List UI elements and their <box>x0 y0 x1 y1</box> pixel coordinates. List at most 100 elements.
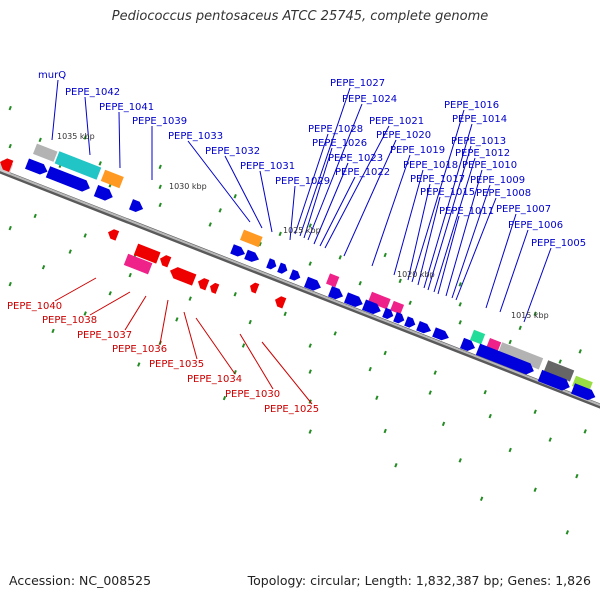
gene-label-forward: PEPE_1006 <box>508 220 563 231</box>
forward-gene <box>404 316 416 328</box>
tick-mark <box>398 278 402 284</box>
leader-line <box>187 140 251 223</box>
forward-gene-shape <box>343 292 363 308</box>
forward-gene-shape <box>416 321 432 334</box>
gene-label-forward: PEPE_1027 <box>330 78 385 89</box>
forward-gene <box>432 327 449 341</box>
forward-gene-shape <box>404 316 416 328</box>
gene-features <box>0 143 596 401</box>
tick-mark <box>458 282 462 287</box>
tick-mark <box>98 161 102 166</box>
gene-label-reverse: PEPE_1035 <box>149 359 204 370</box>
gene-label-forward: PEPE_1042 <box>65 87 120 98</box>
tick-mark <box>533 311 537 316</box>
forward-gene-shape <box>570 383 596 401</box>
scale-label: 1030 kbp <box>169 182 207 191</box>
tick-mark <box>488 413 492 419</box>
tick-mark <box>458 302 462 307</box>
scale-labels: 1035 kbp 1030 kbp 1025 kbp 1020 kbp 1015 kbp <box>57 132 549 320</box>
forward-gene <box>277 262 288 274</box>
tick-mark <box>248 319 252 325</box>
tick-mark <box>8 105 12 111</box>
leader-line <box>159 299 169 345</box>
gene-label-forward: PEPE_1015 <box>420 187 475 198</box>
forward-gene-shape <box>432 327 449 341</box>
tick-mark <box>548 437 552 442</box>
gene-label-forward: PEPE_1012 <box>455 148 510 159</box>
forward-gene-shape <box>303 276 321 291</box>
leader-line <box>324 125 390 249</box>
leader-line <box>118 111 121 169</box>
tick-mark <box>41 264 46 270</box>
tick-mark <box>578 349 582 354</box>
tick-mark <box>375 395 379 400</box>
gene-box <box>100 169 124 189</box>
gene-label-forward: PEPE_1039 <box>132 116 187 127</box>
leader-line <box>423 123 473 289</box>
leader-line <box>313 162 349 245</box>
reverse-gene <box>210 282 220 294</box>
leader-line <box>303 147 333 239</box>
tick-mark <box>479 496 484 502</box>
gene-label-forward: PEPE_1022 <box>335 167 390 178</box>
gene-box <box>497 342 544 370</box>
tick-mark <box>533 409 537 414</box>
gene-label-reverse: PEPE_1038 <box>42 315 97 326</box>
leader-line <box>299 87 351 237</box>
leader-line <box>289 185 296 241</box>
forward-gene <box>459 337 476 351</box>
gene-label-reverse: PEPE_1025 <box>264 404 319 415</box>
gene-label-forward: PEPE_1023 <box>328 153 383 164</box>
leader-line <box>239 333 274 390</box>
leader-line <box>417 196 441 286</box>
forward-gene <box>537 369 570 391</box>
reverse-gene <box>0 158 14 172</box>
gene-label-forward: PEPE_1019 <box>390 145 445 156</box>
forward-gene-shape <box>128 199 144 213</box>
forward-gene <box>327 286 344 300</box>
reverse-gene-shape <box>198 278 210 291</box>
reverse-gene-shape <box>250 282 260 294</box>
forward-gene <box>230 244 246 257</box>
tick-mark <box>433 370 437 375</box>
tick-mark <box>233 194 237 199</box>
gene-box <box>325 273 340 288</box>
tick-mark <box>308 369 312 374</box>
gene-box <box>390 300 405 315</box>
gene-label-forward: PEPE_1032 <box>205 146 260 157</box>
tick-mark <box>158 202 162 208</box>
tick-mark <box>558 359 562 364</box>
gene-label-forward: PEPE_1013 <box>451 136 506 147</box>
forward-gene-shape <box>327 286 344 300</box>
summary-text: Topology: circular; Length: 1,832,387 bp… <box>247 573 591 588</box>
tick-mark <box>565 530 570 535</box>
gene-label-reverse: PEPE_1034 <box>187 374 242 385</box>
tick-mark <box>38 137 42 143</box>
accession-text: Accession: NC_008525 <box>9 573 152 588</box>
leader-line <box>84 96 91 156</box>
gene-box-shape <box>239 229 263 248</box>
gene-box <box>239 229 263 248</box>
reverse-gene <box>160 255 172 268</box>
tick-mark <box>175 317 179 322</box>
tick-mark <box>308 223 312 228</box>
gene-label-reverse: PEPE_1030 <box>225 389 280 400</box>
leader-line <box>445 169 483 297</box>
leader-line <box>485 213 517 309</box>
leader-line <box>124 295 147 331</box>
leader-line <box>259 170 273 233</box>
tick-marks <box>8 105 587 535</box>
reverse-gene-shape <box>170 267 197 286</box>
gene-box <box>469 329 486 345</box>
tick-mark <box>308 343 312 348</box>
gene-box-shape <box>32 143 58 162</box>
tick-mark <box>383 428 387 434</box>
gene-label-forward: PEPE_1026 <box>312 138 367 149</box>
gene-label-forward: PEPE_1007 <box>496 204 551 215</box>
gene-box-shape <box>497 342 544 370</box>
tick-mark <box>508 339 512 345</box>
tick-mark <box>518 325 522 331</box>
tick-mark <box>83 233 87 238</box>
tick-mark <box>428 390 432 395</box>
